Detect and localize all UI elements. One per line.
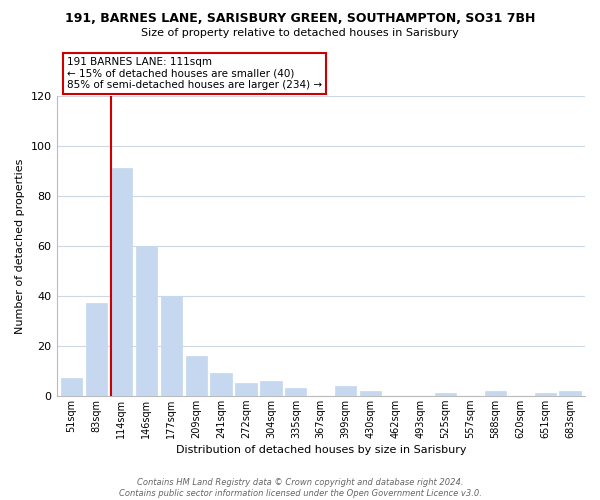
Text: Size of property relative to detached houses in Sarisbury: Size of property relative to detached ho…: [141, 28, 459, 38]
Bar: [559, 391, 581, 396]
Bar: [161, 296, 182, 396]
Y-axis label: Number of detached properties: Number of detached properties: [15, 158, 25, 334]
Bar: [185, 356, 207, 396]
Text: 191, BARNES LANE, SARISBURY GREEN, SOUTHAMPTON, SO31 7BH: 191, BARNES LANE, SARISBURY GREEN, SOUTH…: [65, 12, 535, 26]
X-axis label: Distribution of detached houses by size in Sarisbury: Distribution of detached houses by size …: [176, 445, 466, 455]
Bar: [360, 391, 381, 396]
Bar: [485, 391, 506, 396]
Bar: [285, 388, 307, 396]
Bar: [61, 378, 82, 396]
Bar: [435, 394, 456, 396]
Text: Contains HM Land Registry data © Crown copyright and database right 2024.
Contai: Contains HM Land Registry data © Crown c…: [119, 478, 481, 498]
Bar: [211, 374, 232, 396]
Bar: [260, 381, 281, 396]
Bar: [111, 168, 132, 396]
Bar: [235, 384, 257, 396]
Bar: [535, 394, 556, 396]
Text: 191 BARNES LANE: 111sqm
← 15% of detached houses are smaller (40)
85% of semi-de: 191 BARNES LANE: 111sqm ← 15% of detache…: [67, 56, 322, 90]
Bar: [335, 386, 356, 396]
Bar: [136, 246, 157, 396]
Bar: [86, 304, 107, 396]
